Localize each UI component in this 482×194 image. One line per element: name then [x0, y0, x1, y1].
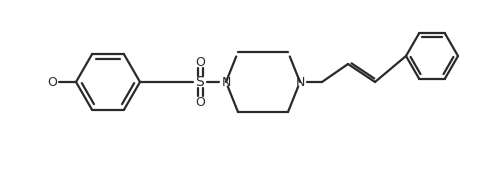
Text: O: O: [195, 95, 205, 108]
Text: S: S: [196, 75, 204, 89]
Text: O: O: [47, 75, 57, 88]
Text: O: O: [195, 55, 205, 68]
Text: N: N: [221, 75, 231, 88]
Text: N: N: [295, 75, 305, 88]
